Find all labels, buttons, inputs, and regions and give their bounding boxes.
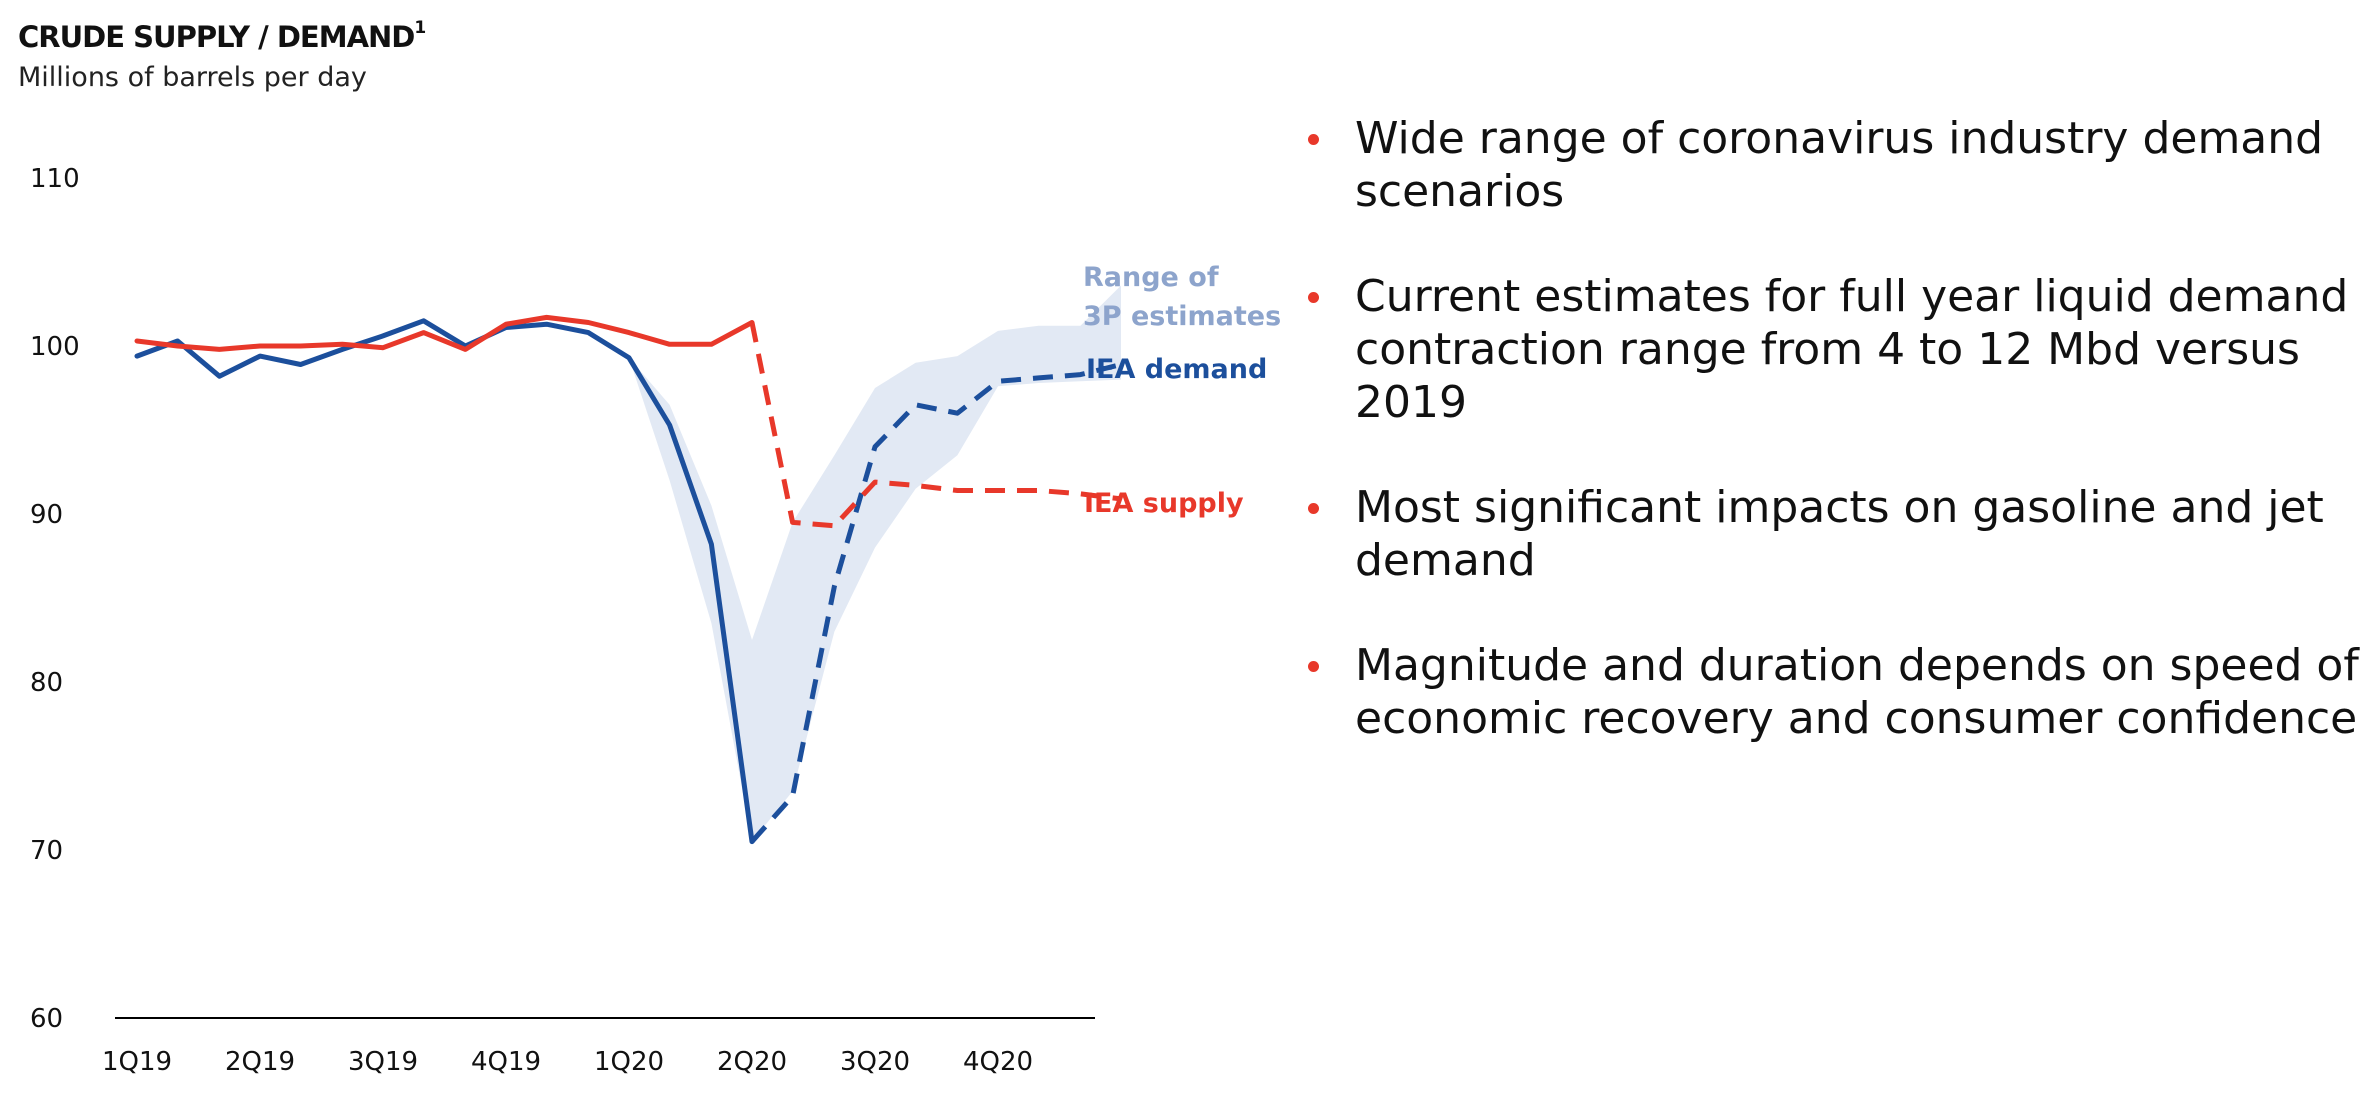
series-line-demand-solid xyxy=(134,318,755,845)
range-label-line-2: 3P estimates xyxy=(1083,301,1280,332)
series-label-iea-supply: IEA supply xyxy=(1084,488,1244,519)
bullet-item: Magnitude and duration depends on speed … xyxy=(1300,639,2360,745)
bullet-dot-icon xyxy=(1308,503,1319,514)
x-tick-label: 2Q19 xyxy=(225,1047,295,1077)
bullet-dot-icon xyxy=(1308,292,1319,303)
y-tick-label: 90 xyxy=(30,500,63,530)
series-label-iea-demand: IEA demand xyxy=(1086,354,1267,385)
y-tick-label: 60 xyxy=(30,1004,63,1034)
bullet-list: Wide range of coronavirus industry deman… xyxy=(1300,112,2360,797)
bullet-dot-icon xyxy=(1308,661,1319,672)
bullet-text: Most significant impacts on gasoline and… xyxy=(1355,482,2324,586)
bullet-item: Wide range of coronavirus industry deman… xyxy=(1300,112,2360,218)
bullet-dot-icon xyxy=(1308,134,1319,145)
chart-title: CRUDE SUPPLY / DEMAND1 xyxy=(18,18,426,54)
x-tick-label: 3Q20 xyxy=(840,1047,910,1077)
range-label-line-1: Range of xyxy=(1083,262,1219,293)
x-tick-label: 4Q19 xyxy=(471,1047,541,1077)
title-footnote-marker: 1 xyxy=(414,18,426,39)
series-line-supply-dashed xyxy=(749,322,1122,529)
chart-subtitle: Millions of barrels per day xyxy=(18,62,367,93)
y-tick-label: 110 xyxy=(30,164,80,194)
x-tick-label: 3Q19 xyxy=(348,1047,418,1077)
y-tick-label: 70 xyxy=(30,836,63,866)
y-tick-label: 80 xyxy=(30,668,63,698)
bullet-item: Most significant impacts on gasoline and… xyxy=(1300,481,2360,587)
series-line-demand-dashed xyxy=(750,362,1122,844)
bullet-text: Magnitude and duration depends on speed … xyxy=(1355,640,2359,744)
series-line-supply-solid xyxy=(134,314,755,352)
bullet-item: Current estimates for full year liquid d… xyxy=(1300,270,2360,429)
crude-supply-demand-chart: 60 70 80 90 100 110 1Q19 2Q19 3Q19 4Q19 1Q20 2Q20 3Q… xyxy=(30,164,1280,1077)
x-tick-label: 2Q20 xyxy=(717,1047,787,1077)
x-tick-label: 1Q20 xyxy=(594,1047,664,1077)
y-tick-label: 100 xyxy=(30,332,80,362)
x-tick-label: 1Q19 xyxy=(102,1047,172,1077)
bullet-text: Current estimates for full year liquid d… xyxy=(1355,271,2349,428)
bullet-text: Wide range of coronavirus industry deman… xyxy=(1355,113,2324,217)
range-band-area xyxy=(629,285,1121,842)
x-tick-label: 4Q20 xyxy=(963,1047,1033,1077)
chart-title-text: CRUDE SUPPLY / DEMAND xyxy=(18,20,415,54)
